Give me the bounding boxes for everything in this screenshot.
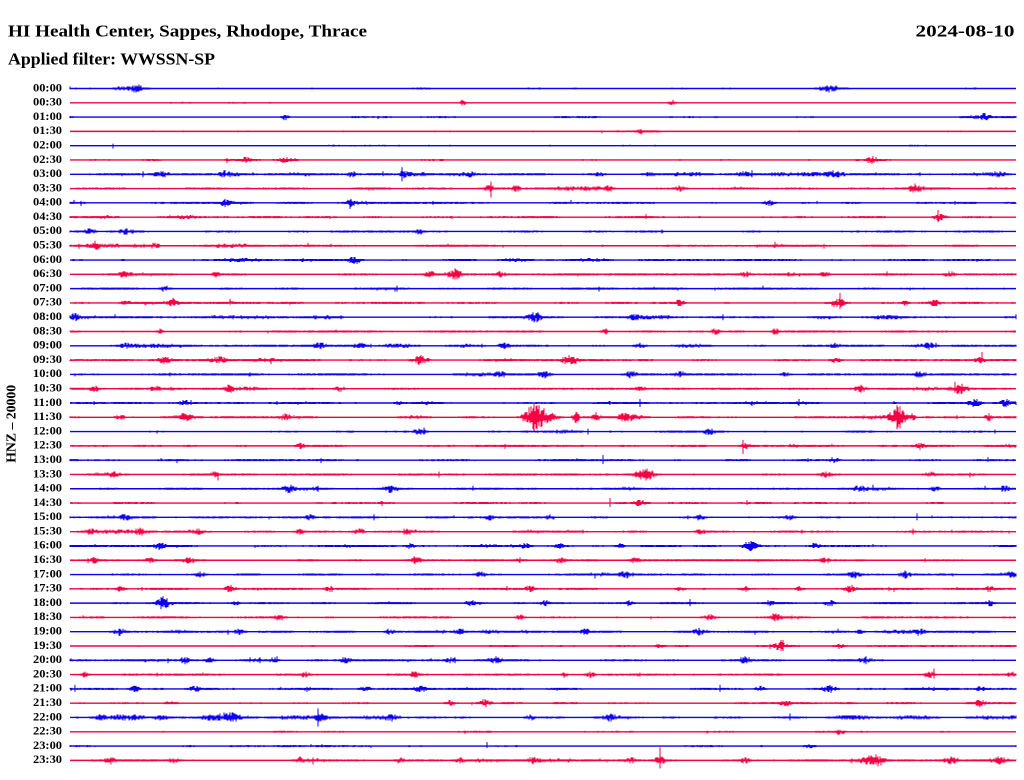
svg-text:15:00: 15:00 <box>33 509 62 523</box>
svg-text:21:00: 21:00 <box>33 681 62 695</box>
svg-text:22:30: 22:30 <box>33 724 62 738</box>
svg-text:06:00: 06:00 <box>33 252 62 266</box>
svg-text:09:00: 09:00 <box>33 338 62 352</box>
svg-text:02:00: 02:00 <box>33 138 62 152</box>
svg-text:00:30: 00:30 <box>33 95 62 109</box>
svg-text:2024-08-10: 2024-08-10 <box>916 22 1015 41</box>
svg-text:Applied filter: WWSSN-SP: Applied filter: WWSSN-SP <box>8 50 215 69</box>
svg-text:07:30: 07:30 <box>33 295 62 309</box>
svg-text:18:00: 18:00 <box>33 595 62 609</box>
svg-text:21:30: 21:30 <box>33 695 62 709</box>
svg-text:01:00: 01:00 <box>33 109 62 123</box>
svg-text:HNZ – 20000: HNZ – 20000 <box>4 385 19 463</box>
svg-text:08:00: 08:00 <box>33 309 62 323</box>
svg-text:09:30: 09:30 <box>33 352 62 366</box>
svg-text:19:00: 19:00 <box>33 624 62 638</box>
svg-text:15:30: 15:30 <box>33 523 62 537</box>
svg-text:22:00: 22:00 <box>33 709 62 723</box>
svg-text:05:00: 05:00 <box>33 223 62 237</box>
svg-text:07:00: 07:00 <box>33 280 62 294</box>
svg-text:02:30: 02:30 <box>33 152 62 166</box>
svg-text:04:00: 04:00 <box>33 195 62 209</box>
svg-text:06:30: 06:30 <box>33 266 62 280</box>
svg-text:17:00: 17:00 <box>33 566 62 580</box>
svg-text:05:30: 05:30 <box>33 238 62 252</box>
svg-text:23:30: 23:30 <box>33 752 62 766</box>
svg-text:10:30: 10:30 <box>33 381 62 395</box>
svg-text:HI Health Center, Sappes, Rhod: HI Health Center, Sappes, Rhodope, Thrac… <box>8 22 367 41</box>
svg-text:16:00: 16:00 <box>33 538 62 552</box>
svg-text:19:30: 19:30 <box>33 638 62 652</box>
svg-text:11:00: 11:00 <box>33 395 62 409</box>
svg-text:17:30: 17:30 <box>33 581 62 595</box>
svg-text:16:30: 16:30 <box>33 552 62 566</box>
svg-text:20:30: 20:30 <box>33 666 62 680</box>
svg-text:12:30: 12:30 <box>33 438 62 452</box>
svg-text:04:30: 04:30 <box>33 209 62 223</box>
svg-text:03:30: 03:30 <box>33 180 62 194</box>
svg-text:14:00: 14:00 <box>33 481 62 495</box>
svg-text:03:00: 03:00 <box>33 166 62 180</box>
svg-text:11:30: 11:30 <box>33 409 62 423</box>
svg-text:20:00: 20:00 <box>33 652 62 666</box>
svg-text:00:00: 00:00 <box>33 80 62 94</box>
svg-text:10:00: 10:00 <box>33 366 62 380</box>
svg-text:13:00: 13:00 <box>33 452 62 466</box>
svg-text:12:00: 12:00 <box>33 423 62 437</box>
svg-text:14:30: 14:30 <box>33 495 62 509</box>
svg-text:08:30: 08:30 <box>33 323 62 337</box>
svg-text:23:00: 23:00 <box>33 738 62 752</box>
svg-text:01:30: 01:30 <box>33 123 62 137</box>
svg-text:18:30: 18:30 <box>33 609 62 623</box>
svg-text:13:30: 13:30 <box>33 466 62 480</box>
